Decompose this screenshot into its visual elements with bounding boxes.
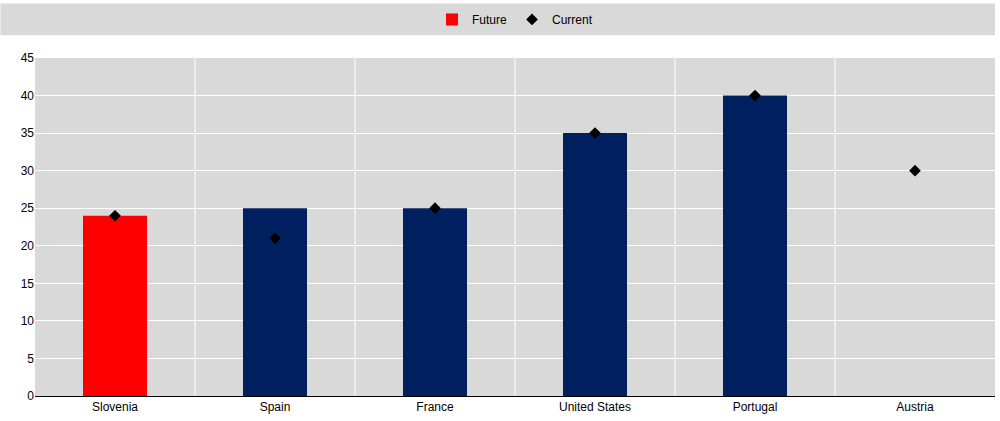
svg-text:30: 30: [21, 164, 35, 178]
svg-text:20: 20: [21, 239, 35, 253]
svg-text:Spain: Spain: [260, 400, 291, 414]
svg-text:Austria: Austria: [896, 400, 934, 414]
svg-text:5: 5: [27, 352, 34, 366]
svg-text:10: 10: [21, 314, 35, 328]
svg-text:0: 0: [27, 389, 34, 403]
svg-text:45: 45: [21, 51, 35, 65]
svg-text:Current: Current: [552, 13, 593, 27]
svg-text:40: 40: [21, 89, 35, 103]
svg-text:France: France: [416, 400, 454, 414]
svg-text:25: 25: [21, 201, 35, 215]
svg-text:15: 15: [21, 277, 35, 291]
svg-text:United States: United States: [559, 400, 631, 414]
svg-text:Portugal: Portugal: [733, 400, 778, 414]
svg-text:Slovenia: Slovenia: [92, 400, 138, 414]
svg-text:Future: Future: [472, 13, 507, 27]
svg-text:35: 35: [21, 126, 35, 140]
